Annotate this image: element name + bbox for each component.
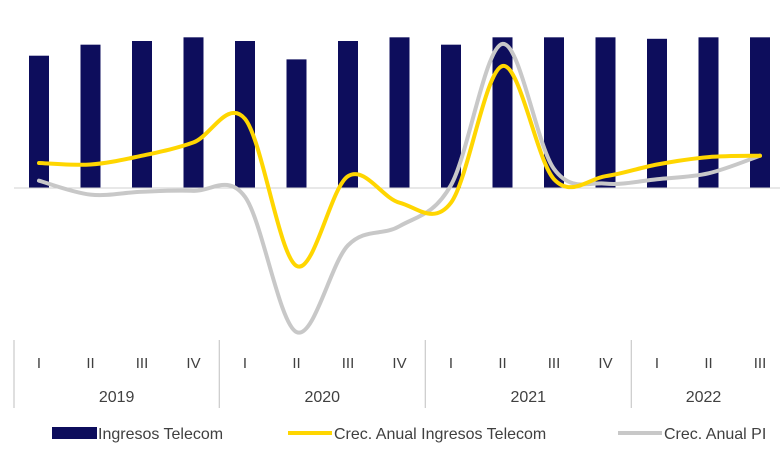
x-year-label: 2019 bbox=[99, 389, 135, 406]
bar bbox=[698, 37, 719, 189]
x-tick-label: I bbox=[243, 355, 247, 372]
bar bbox=[286, 59, 307, 188]
x-year-label: 2022 bbox=[686, 389, 722, 406]
bar bbox=[544, 37, 564, 189]
legend-label: Ingresos Telecom bbox=[98, 426, 223, 443]
legend-label: Crec. Anual Ingresos Telecom bbox=[334, 426, 546, 443]
bar bbox=[183, 37, 204, 189]
bar bbox=[595, 37, 616, 189]
bar bbox=[235, 41, 255, 188]
line-series-crec-anual-pi bbox=[37, 41, 762, 335]
legend-swatch-bar bbox=[52, 427, 97, 439]
bar bbox=[132, 41, 152, 188]
bar bbox=[441, 44, 461, 188]
legend-label: Crec. Anual PI bbox=[664, 426, 766, 443]
x-tick-label: IV bbox=[598, 355, 612, 372]
x-year-label: 2021 bbox=[510, 389, 546, 406]
x-tick-label: IV bbox=[186, 355, 200, 372]
x-tick-label: III bbox=[342, 355, 355, 372]
x-tick-label: III bbox=[548, 355, 561, 372]
x-tick-label: II bbox=[292, 355, 300, 372]
bar bbox=[29, 55, 49, 189]
x-tick-label: IV bbox=[392, 355, 406, 372]
bar bbox=[492, 37, 513, 189]
bar bbox=[80, 44, 101, 188]
line-series-crec-anual-ingresos-telecom bbox=[37, 64, 762, 269]
bar-series-ingresos bbox=[29, 37, 770, 189]
x-tick-label: I bbox=[37, 355, 41, 372]
x-tick-label: II bbox=[498, 355, 506, 372]
bar bbox=[750, 37, 770, 189]
x-tick-label: III bbox=[754, 355, 767, 372]
bar bbox=[338, 41, 358, 188]
x-tick-label: I bbox=[449, 355, 453, 372]
bar bbox=[389, 37, 410, 189]
legend: Ingresos Telecom Crec. Anual Ingresos Tel… bbox=[52, 426, 766, 443]
bar bbox=[647, 38, 667, 188]
x-year-label: 2020 bbox=[304, 389, 340, 406]
x-tick-label: II bbox=[86, 355, 94, 372]
x-tick-label: III bbox=[136, 355, 149, 372]
x-tick-label: I bbox=[655, 355, 659, 372]
x-tick-label: II bbox=[704, 355, 712, 372]
